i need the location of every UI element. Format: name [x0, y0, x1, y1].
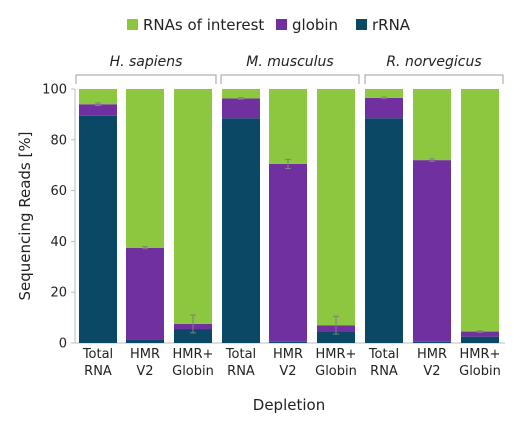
bar-segment-rrna — [413, 341, 451, 343]
species-label: H. sapiens — [110, 54, 183, 70]
bar-segment-rrna — [126, 339, 164, 343]
bar-segment-globin — [222, 98, 260, 119]
bar-segment-rrna — [317, 331, 355, 343]
bar-segment-rnas-of-interest — [461, 89, 499, 332]
x-tick-label: Globin — [459, 364, 501, 379]
y-tick-label: 80 — [50, 133, 67, 148]
x-tick-label: RNA — [370, 364, 398, 379]
y-tick-label: 40 — [50, 235, 67, 250]
bar-segment-rrna — [222, 118, 260, 344]
bar-segment-globin — [461, 331, 499, 337]
bar-segment-rrna — [79, 115, 117, 343]
x-tick-label: HMR — [130, 347, 160, 362]
legend: RNAs of interest globin rRNA — [127, 16, 411, 34]
x-tick-label: RNA — [84, 364, 112, 379]
x-tick-label: Total — [368, 347, 399, 362]
y-tick-label: 20 — [50, 286, 67, 301]
x-tick-label: HMR+ — [173, 347, 214, 362]
legend-label: globin — [292, 16, 338, 34]
bar-segment-rnas-of-interest — [174, 89, 212, 324]
x-tick-label: HMR — [417, 347, 447, 362]
x-tick-label: HMR+ — [316, 347, 357, 362]
y-tick-label: 60 — [50, 184, 67, 199]
y-tick-label: 100 — [42, 83, 67, 98]
x-tick-label: V2 — [423, 364, 440, 379]
bar-segment-rrna — [269, 341, 307, 343]
bar-segment-rrna — [365, 118, 403, 344]
x-axis-title: Depletion — [253, 396, 325, 414]
bar-segment-globin — [126, 247, 164, 340]
x-tick-label: Globin — [172, 364, 214, 379]
bar-segment-globin — [365, 97, 403, 119]
bar-segment-rnas-of-interest — [222, 89, 260, 99]
legend-swatch — [127, 19, 138, 30]
x-axis-labels: Total RNA HMR V2 HMR+ Globin Total RNA HMR V2 HMR+… — [82, 347, 501, 379]
x-tick-label: V2 — [279, 364, 296, 379]
bar-segment-rrna — [461, 336, 499, 343]
bar-segment-rnas-of-interest — [126, 89, 164, 248]
species-headers: H. sapiens M. musculus R. norvegicus — [75, 54, 504, 84]
x-tick-label: Total — [82, 347, 113, 362]
legend-swatch — [276, 19, 287, 30]
bars — [79, 89, 499, 344]
x-tick-label: Globin — [315, 364, 357, 379]
legend-label: RNAs of interest — [143, 16, 264, 34]
bar-segment-globin — [269, 163, 307, 342]
species-label: R. norvegicus — [386, 54, 481, 70]
bar-segment-globin — [413, 160, 451, 342]
error-bars — [95, 96, 483, 335]
x-tick-label: RNA — [227, 364, 255, 379]
species-label: M. musculus — [246, 54, 333, 70]
y-axis-title: Sequencing Reads [%] — [16, 132, 34, 301]
bar-segment-rnas-of-interest — [413, 89, 451, 161]
legend-label: rRNA — [372, 16, 411, 34]
species-bracket — [220, 74, 360, 84]
x-tick-label: HMR+ — [460, 347, 501, 362]
bar-segment-globin — [79, 104, 117, 116]
bar-segment-rnas-of-interest — [365, 89, 403, 98]
legend-swatch — [356, 19, 367, 30]
species-bracket — [75, 74, 217, 84]
x-tick-label: HMR — [273, 347, 303, 362]
x-tick-label: Total — [225, 347, 256, 362]
bar-segment-rrna — [174, 329, 212, 343]
species-bracket — [364, 74, 504, 84]
x-tick-label: V2 — [136, 364, 153, 379]
y-tick-label: 0 — [59, 337, 67, 352]
bar-segment-rnas-of-interest — [269, 89, 307, 164]
bar-segment-rnas-of-interest — [317, 89, 355, 326]
bar-segment-rnas-of-interest — [79, 89, 117, 105]
